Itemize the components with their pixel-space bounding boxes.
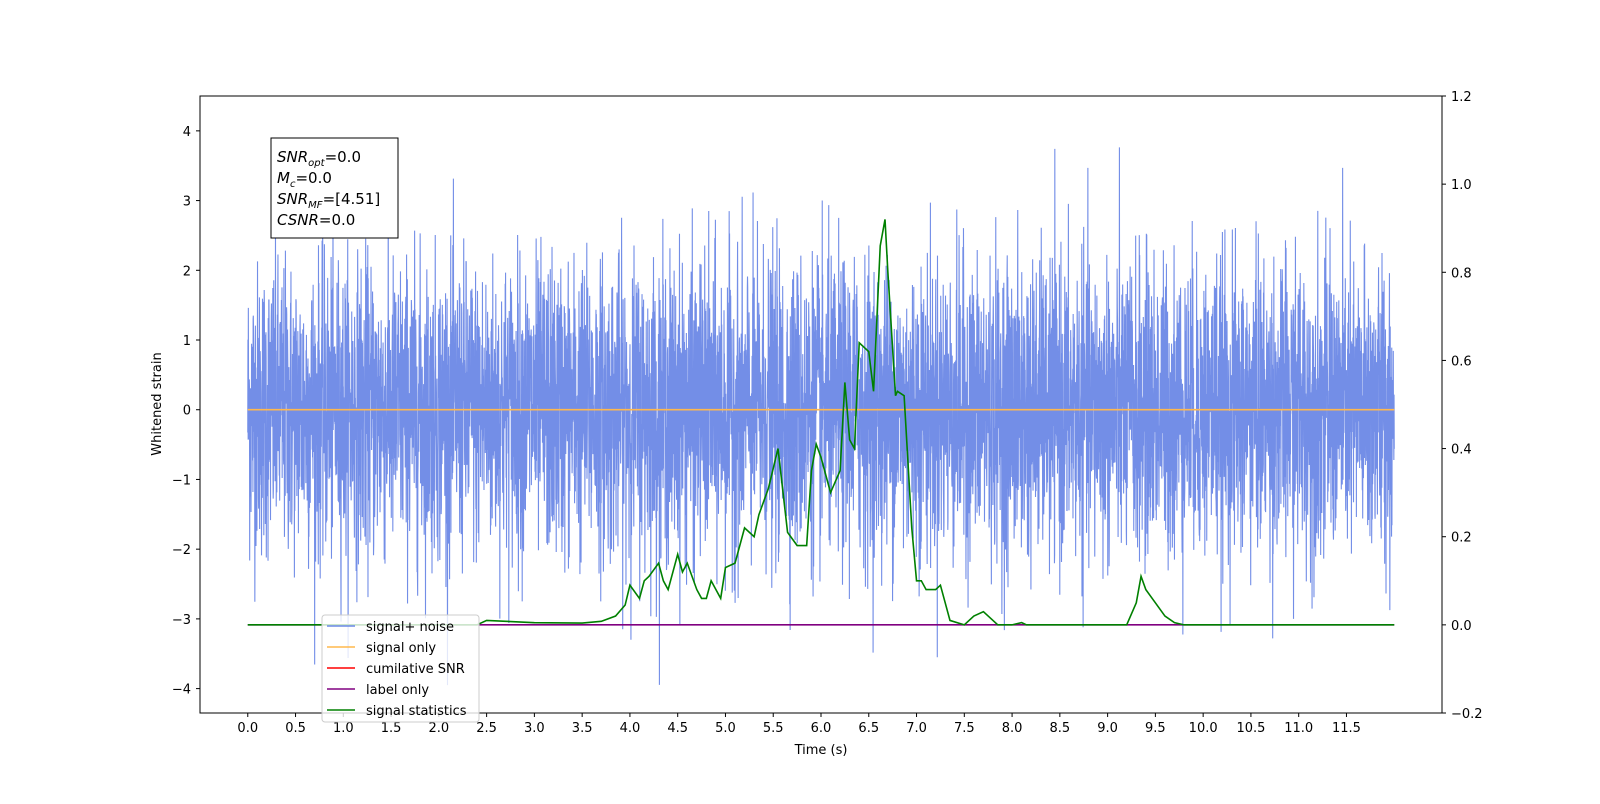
legend-item: cumilative SNR: [327, 662, 465, 677]
y-right-tick-label: 0.6: [1451, 354, 1472, 369]
y-left-tick-label: 3: [183, 195, 191, 210]
x-tick-label: 1.5: [381, 721, 402, 736]
annotation-line: CSNR=0.0: [277, 211, 355, 229]
x-tick-label: 3.0: [524, 721, 545, 736]
legend-item: label only: [327, 683, 429, 698]
x-tick-label: 9.0: [1097, 721, 1118, 736]
x-tick-label: 4.5: [667, 721, 688, 736]
series-signal-plus-noise-line: [247, 147, 1395, 686]
x-tick-label: 10.0: [1189, 721, 1218, 736]
y-left-tick-label: −4: [172, 683, 191, 698]
x-tick-label: 0.5: [285, 721, 306, 736]
legend-item: signal only: [327, 641, 436, 656]
y-right-tick-label: 0.2: [1451, 531, 1472, 546]
y-axis-left-ticks: 4 3 2 1 0 −1 −2 −3 −4: [172, 125, 200, 698]
x-tick-label: 6.5: [858, 721, 879, 736]
y-right-tick-label: 0.0: [1451, 619, 1472, 634]
legend-label: signal+ noise: [366, 620, 454, 635]
x-tick-label: 10.5: [1236, 721, 1265, 736]
x-tick-label: 7.0: [906, 721, 927, 736]
x-axis-ticks: 0.0 0.5 1.0 1.5 2.0 2.5 3.0 3.5 4.0 4.5 5.0 5.5 6.0 6…: [237, 713, 1361, 736]
y-axis-label: Whitened strain: [150, 352, 165, 455]
x-tick-label: 0.0: [237, 721, 258, 736]
x-tick-label: 2.5: [476, 721, 497, 736]
annotation-frame: [270, 137, 399, 239]
y-right-tick-label: −0.2: [1451, 707, 1483, 722]
series-signal-plus-noise: [247, 147, 1395, 686]
legend-label: label only: [366, 683, 429, 698]
y-right-tick-label: 1.2: [1451, 90, 1472, 105]
x-tick-label: 2.0: [429, 721, 450, 736]
x-tick-label: 1.0: [333, 721, 354, 736]
annotation-line: Mc=0.0: [277, 169, 332, 190]
legend: signal+ noise signal only cumilative SNR la…: [321, 614, 480, 723]
x-tick-label: 4.0: [620, 721, 641, 736]
y-left-tick-label: −3: [172, 613, 191, 628]
x-tick-label: 11.5: [1332, 721, 1361, 736]
y-left-tick-label: 1: [183, 334, 191, 349]
legend-item: signal statistics: [327, 704, 467, 719]
x-tick-label: 7.5: [954, 721, 975, 736]
legend-item: signal+ noise: [327, 620, 454, 635]
x-tick-label: 3.5: [572, 721, 593, 736]
x-tick-label: 9.5: [1145, 721, 1166, 736]
x-tick-label: 5.5: [763, 721, 784, 736]
x-tick-label: 5.0: [715, 721, 736, 736]
y-left-tick-label: 0: [183, 404, 191, 419]
y-axis-right-ticks: 1.2 1.0 0.8 0.6 0.4 0.2 0.0 −0.2: [1442, 90, 1483, 722]
y-right-tick-label: 0.8: [1451, 266, 1472, 281]
legend-label: cumilative SNR: [366, 662, 465, 677]
y-left-tick-label: −1: [172, 473, 191, 488]
x-tick-label: 11.0: [1284, 721, 1313, 736]
x-axis-label: Time (s): [794, 743, 848, 758]
y-left-tick-label: 2: [183, 264, 191, 279]
annotation-line: SNRopt=0.0: [277, 148, 361, 169]
series-signal-statistics-line: [247, 219, 1395, 626]
legend-frame: [321, 614, 480, 723]
x-tick-label: 8.5: [1050, 721, 1071, 736]
annotation-line: SNRMF=[4.51]: [277, 190, 380, 211]
x-tick-label: 8.0: [1002, 721, 1023, 736]
y-right-tick-label: 1.0: [1451, 178, 1472, 193]
y-right-tick-label: 0.4: [1451, 443, 1472, 458]
y-left-tick-label: −2: [172, 543, 191, 558]
legend-label: signal statistics: [366, 704, 467, 719]
x-tick-label: 6.0: [811, 721, 832, 736]
y-left-tick-label: 4: [183, 125, 191, 140]
legend-label: signal only: [366, 641, 436, 656]
